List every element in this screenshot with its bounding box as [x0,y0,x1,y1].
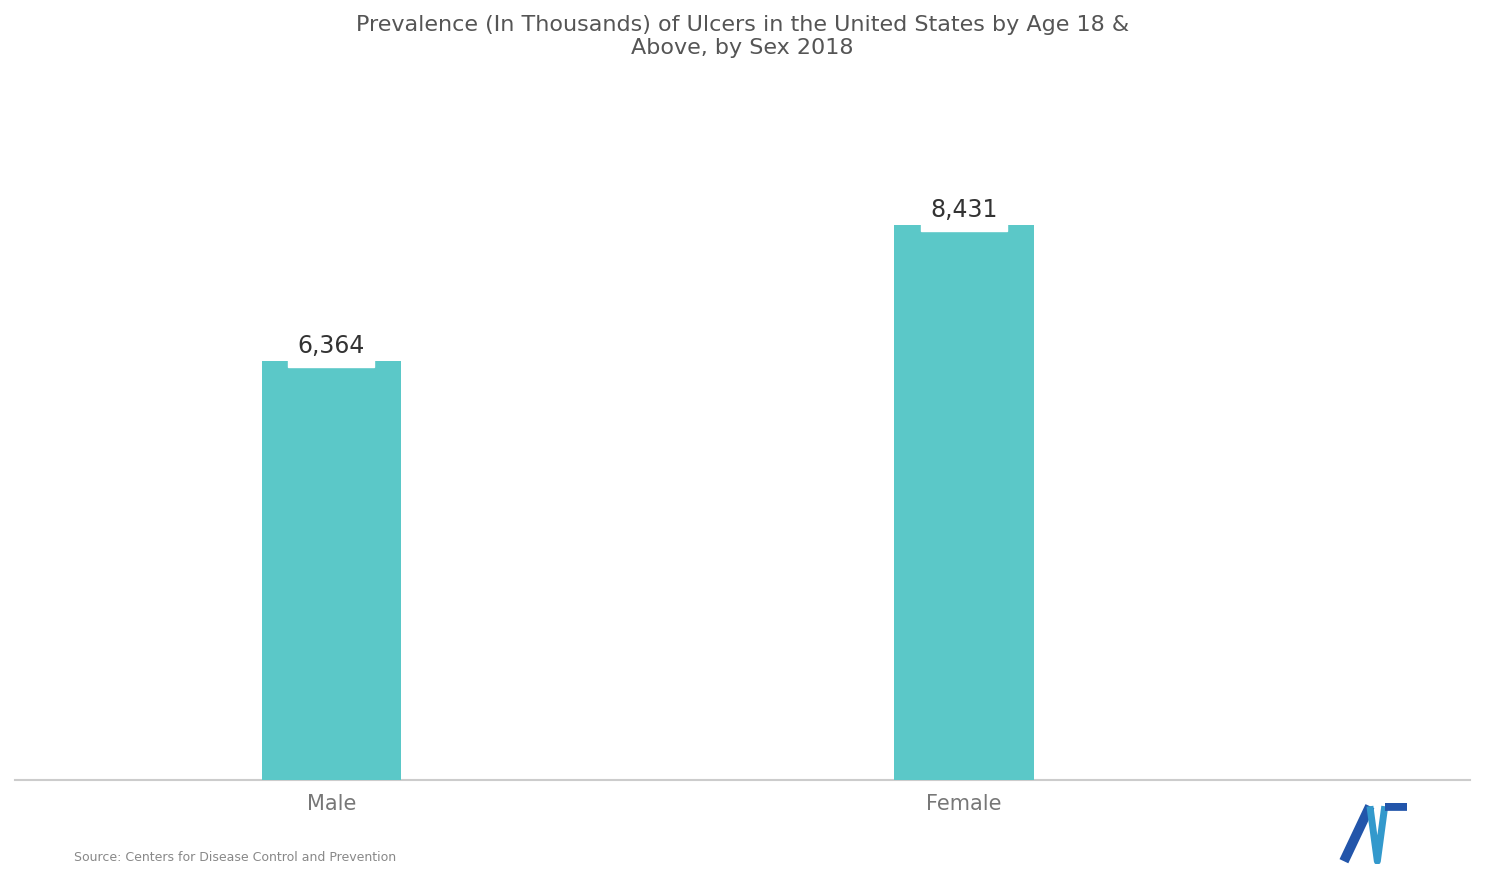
Text: 6,364: 6,364 [297,334,365,358]
Bar [894,225,1034,780]
Text: Source: Centers for Disease Control and Prevention: Source: Centers for Disease Control and … [74,851,396,864]
Text: 8,431: 8,431 [930,198,998,222]
Title: Prevalence (In Thousands) of Ulcers in the United States by Age 18 &
Above, by S: Prevalence (In Thousands) of Ulcers in t… [356,15,1129,58]
Bar [261,361,401,780]
